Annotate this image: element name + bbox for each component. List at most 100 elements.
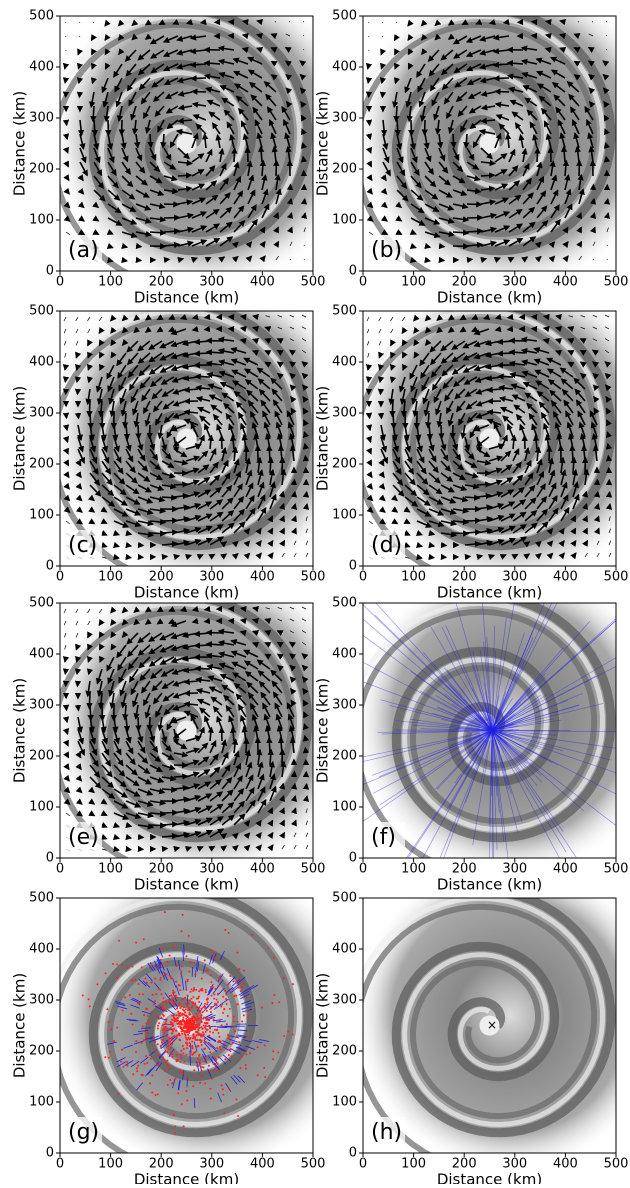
point	[183, 1048, 185, 1050]
panel-label: (d)	[371, 533, 402, 558]
point	[208, 1035, 210, 1037]
point	[287, 1030, 289, 1032]
point	[183, 1061, 185, 1063]
point	[264, 1076, 266, 1078]
point	[209, 1031, 211, 1033]
x-tick-label: 300	[502, 1157, 527, 1172]
point	[168, 1045, 170, 1047]
vector-arrow	[79, 78, 80, 83]
point	[205, 991, 207, 993]
point	[166, 961, 168, 963]
point	[212, 1063, 214, 1065]
point	[145, 1037, 147, 1039]
point	[190, 961, 192, 963]
point	[149, 1022, 151, 1024]
point	[169, 1040, 171, 1042]
point	[210, 981, 212, 983]
vector-arrow	[294, 784, 295, 789]
point	[134, 979, 136, 981]
point	[182, 999, 184, 1001]
point	[168, 1039, 170, 1041]
y-tick-label: 500	[332, 304, 357, 319]
vector-arrow	[369, 413, 370, 418]
point	[206, 1010, 208, 1012]
point	[206, 1029, 208, 1031]
eye	[480, 429, 500, 449]
point	[179, 1015, 181, 1017]
x-axis-label: Distance (km)	[437, 1171, 542, 1185]
y-tick-label: 400	[332, 60, 357, 75]
vector-arrow	[79, 22, 80, 23]
x-tick-label: 200	[452, 862, 477, 877]
point	[153, 1037, 155, 1039]
vector-arrow	[66, 717, 67, 722]
y-tick-label: 400	[29, 647, 54, 662]
point	[204, 1038, 206, 1040]
y-tick-label: 500	[29, 596, 54, 611]
vector-arrow	[138, 717, 139, 730]
point	[177, 1020, 179, 1022]
point	[278, 1001, 280, 1003]
point	[172, 1022, 174, 1024]
point	[164, 1028, 166, 1030]
point	[182, 1008, 184, 1010]
vector-arrow	[544, 316, 549, 317]
point	[182, 1073, 184, 1075]
point	[192, 1001, 194, 1003]
point	[196, 1013, 198, 1015]
point	[283, 1035, 285, 1037]
y-tick-label: 200	[29, 1044, 54, 1059]
point	[163, 1058, 165, 1060]
x-tick-label: 500	[301, 1157, 326, 1172]
point	[168, 1065, 170, 1067]
vector-arrow	[597, 492, 598, 497]
point	[221, 1003, 223, 1005]
x-tick-label: 100	[98, 275, 123, 290]
vector-arrow	[396, 106, 397, 121]
point	[104, 1056, 106, 1058]
point	[126, 1065, 128, 1067]
point	[170, 1027, 172, 1029]
vector-arrow	[79, 92, 80, 97]
vector-arrow	[546, 21, 551, 22]
point	[218, 1032, 220, 1034]
point	[170, 994, 172, 996]
panel-label: (c)	[68, 533, 97, 558]
point	[176, 1054, 178, 1056]
point	[185, 989, 187, 991]
vector-arrow	[496, 329, 501, 330]
point	[162, 1029, 164, 1031]
point	[228, 1054, 230, 1056]
vector-arrow	[207, 352, 222, 353]
point	[145, 1055, 147, 1057]
point	[208, 1065, 210, 1067]
point	[168, 1037, 170, 1039]
vector-arrow	[304, 199, 305, 204]
point	[138, 983, 140, 985]
point	[118, 940, 120, 942]
vector-arrow	[549, 447, 550, 461]
vector-arrow	[606, 157, 607, 162]
point	[235, 1098, 237, 1100]
point	[169, 954, 171, 956]
point	[162, 1024, 164, 1026]
point	[157, 1043, 159, 1045]
panel: ×01002003004005000100200300400500Distanc…	[314, 857, 630, 1184]
point	[273, 957, 275, 959]
point	[189, 1018, 191, 1020]
vector-arrow	[163, 134, 164, 147]
y-tick-label: 0	[349, 1146, 357, 1161]
x-tick-label: 300	[199, 570, 224, 585]
point	[129, 994, 131, 996]
vector-arrow	[66, 705, 67, 710]
point	[186, 1039, 188, 1041]
point	[241, 986, 243, 988]
vector-arrow	[246, 739, 247, 753]
point	[194, 974, 196, 976]
y-tick-label: 200	[332, 162, 357, 177]
point	[239, 982, 241, 984]
point	[195, 989, 197, 991]
point	[214, 957, 216, 959]
point	[156, 967, 158, 969]
panel-label: (e)	[68, 825, 99, 850]
